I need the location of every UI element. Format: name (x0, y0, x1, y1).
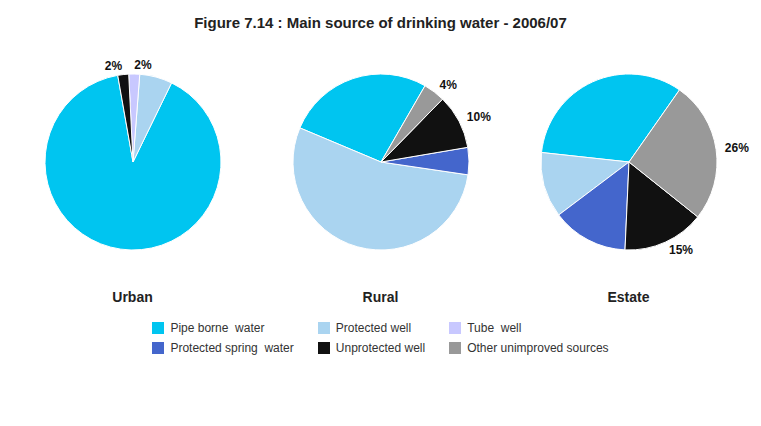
svg-text:15%: 15% (668, 243, 692, 257)
svg-text:2%: 2% (104, 59, 122, 73)
svg-text:2%: 2% (134, 58, 152, 72)
html-text:Pipe borne water: Pipe borne water (170, 321, 265, 335)
html-text:Other unimproved sources: Other unimproved sources (467, 341, 609, 355)
html-text:Tube well: Tube well (467, 321, 522, 335)
html-text:Urban: Urban (112, 289, 153, 305)
html-text:Rural: Rural (362, 289, 399, 305)
html-text:Figure 7.14 : Main source of d: Figure 7.14 : Main source of drinking wa… (194, 14, 567, 31)
html-text:Protected well: Protected well (335, 321, 412, 335)
html-text:Protected spring water: Protected spring water (170, 341, 294, 355)
svg-text:4%: 4% (439, 78, 457, 92)
html-text:Estate: Estate (607, 289, 650, 305)
svg-text:10%: 10% (466, 110, 490, 124)
html-text:Unprotected well: Unprotected well (335, 341, 426, 355)
svg-text:26%: 26% (724, 141, 748, 155)
